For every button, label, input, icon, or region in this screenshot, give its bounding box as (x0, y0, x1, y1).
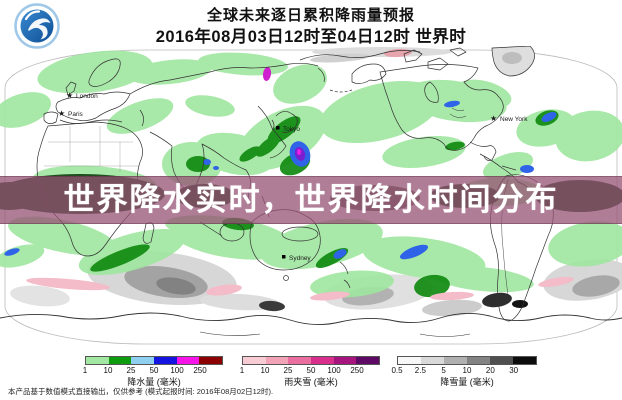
legend-color-segment (199, 357, 223, 364)
legend-color-segment (243, 357, 266, 364)
legend-snowfall-ticks: 0.5 2.5 5 10 20 30 (391, 365, 537, 375)
legend-color-segment (154, 357, 177, 364)
legend-color-segment (467, 357, 490, 364)
banner-headline: 世界降水实时，世界降水时间分布 (63, 182, 559, 217)
legend-tick-label: 1 (82, 366, 88, 375)
legend-tick-label: 10 (103, 366, 113, 375)
legend-sleet-caption: 雨夹雪 (毫米) (284, 377, 338, 387)
legend-color-segment (265, 357, 289, 364)
city-labels-layer: ★ London ★ Paris Tokyo ★ New York Sydney (58, 91, 528, 262)
legend-tick-label: 50 (306, 366, 316, 375)
disclaimer-note: 本产品基于数值模式直接输出，仅供参考 (模式起报时间: 2016年08月02日1… (8, 387, 274, 396)
legend-color-segment (288, 357, 312, 364)
tokyo-square-marker (276, 126, 280, 130)
legend-tick-label: 5 (441, 366, 446, 375)
legend-snowfall-caption: 降雪量 (毫米) (440, 377, 494, 387)
legend-tick-label: 25 (126, 366, 136, 375)
legend-tick-label: 50 (149, 366, 159, 375)
legend-snowfall-colorbar (397, 356, 537, 365)
city-label-sydney: Sydney (289, 255, 311, 262)
city-label-tokyo: Tokyo (283, 126, 300, 133)
legend-color-segment (333, 357, 357, 364)
legend-sleet: 1 10 25 50 100 250 雨夹雪 (毫米) (239, 356, 380, 390)
weather-service-logo (14, 3, 60, 49)
legend-tick-label: 0.5 (391, 366, 403, 375)
rain-heavy-blue-layer (4, 67, 557, 260)
legend-color-segment (421, 357, 444, 364)
legend-color-segment (444, 357, 467, 364)
legend-color-segment (398, 357, 421, 364)
new-york-star-marker: ★ (490, 114, 497, 123)
legend-rainfall-caption: 降水量 (毫米) (127, 377, 181, 387)
legend-tick-label: 30 (509, 366, 519, 375)
legend-tick-label: 1 (239, 366, 245, 375)
legend-rainfall-ticks: 1 10 25 50 100 250 (82, 365, 223, 375)
rain-light-green-layer (0, 50, 622, 298)
logo-swirl-arc (24, 10, 41, 21)
sydney-square-marker (282, 255, 286, 259)
paris-star-marker: ★ (58, 109, 65, 118)
legend-sleet-colorbar (242, 356, 380, 365)
legend-color-segment (513, 357, 536, 364)
legend-tick-label: 100 (327, 366, 341, 375)
legend-snowfall: 0.5 2.5 5 10 20 30 降雪量 (毫米) (391, 356, 537, 390)
legend-color-segment (108, 357, 132, 364)
city-label-new-york: New York (500, 116, 528, 123)
legend-rainfall-colorbar (85, 356, 223, 365)
legend-color-segment (131, 357, 155, 364)
legend-color-segment (86, 357, 109, 364)
legend-tick-label: 25 (283, 366, 293, 375)
legend-tick-label: 100 (170, 366, 184, 375)
legend-color-segment (356, 357, 380, 364)
legend-rainfall: 1 10 25 50 100 250 降水量 (毫米) (82, 356, 223, 390)
city-label-london: London (76, 93, 98, 100)
legend-sleet-ticks: 1 10 25 50 100 250 (239, 365, 380, 375)
legend-color-segment (311, 357, 334, 364)
sleet-pink-layer (26, 276, 574, 301)
logo-dragon-swirl (28, 18, 51, 40)
legend-tick-label: 10 (462, 366, 472, 375)
city-label-paris: Paris (68, 111, 84, 118)
legend-tick-label: 2.5 (414, 366, 426, 375)
legend-color-segment (490, 357, 513, 364)
london-star-marker: ★ (66, 91, 73, 100)
legend-tick-label: 20 (485, 366, 495, 375)
legend-tick-label: 10 (260, 366, 270, 375)
legend-tick-label: 250 (193, 366, 207, 375)
legend-tick-label: 250 (350, 366, 364, 375)
legend-color-segment (176, 357, 200, 364)
banner-overlay: 世界降水实时，世界降水时间分布 (0, 176, 622, 224)
map-title: 全球未来逐日累积降雨量预报 (206, 7, 415, 24)
map-subtitle-datetime: 2016年08月03日12时至04日12时 世界时 (155, 28, 467, 46)
